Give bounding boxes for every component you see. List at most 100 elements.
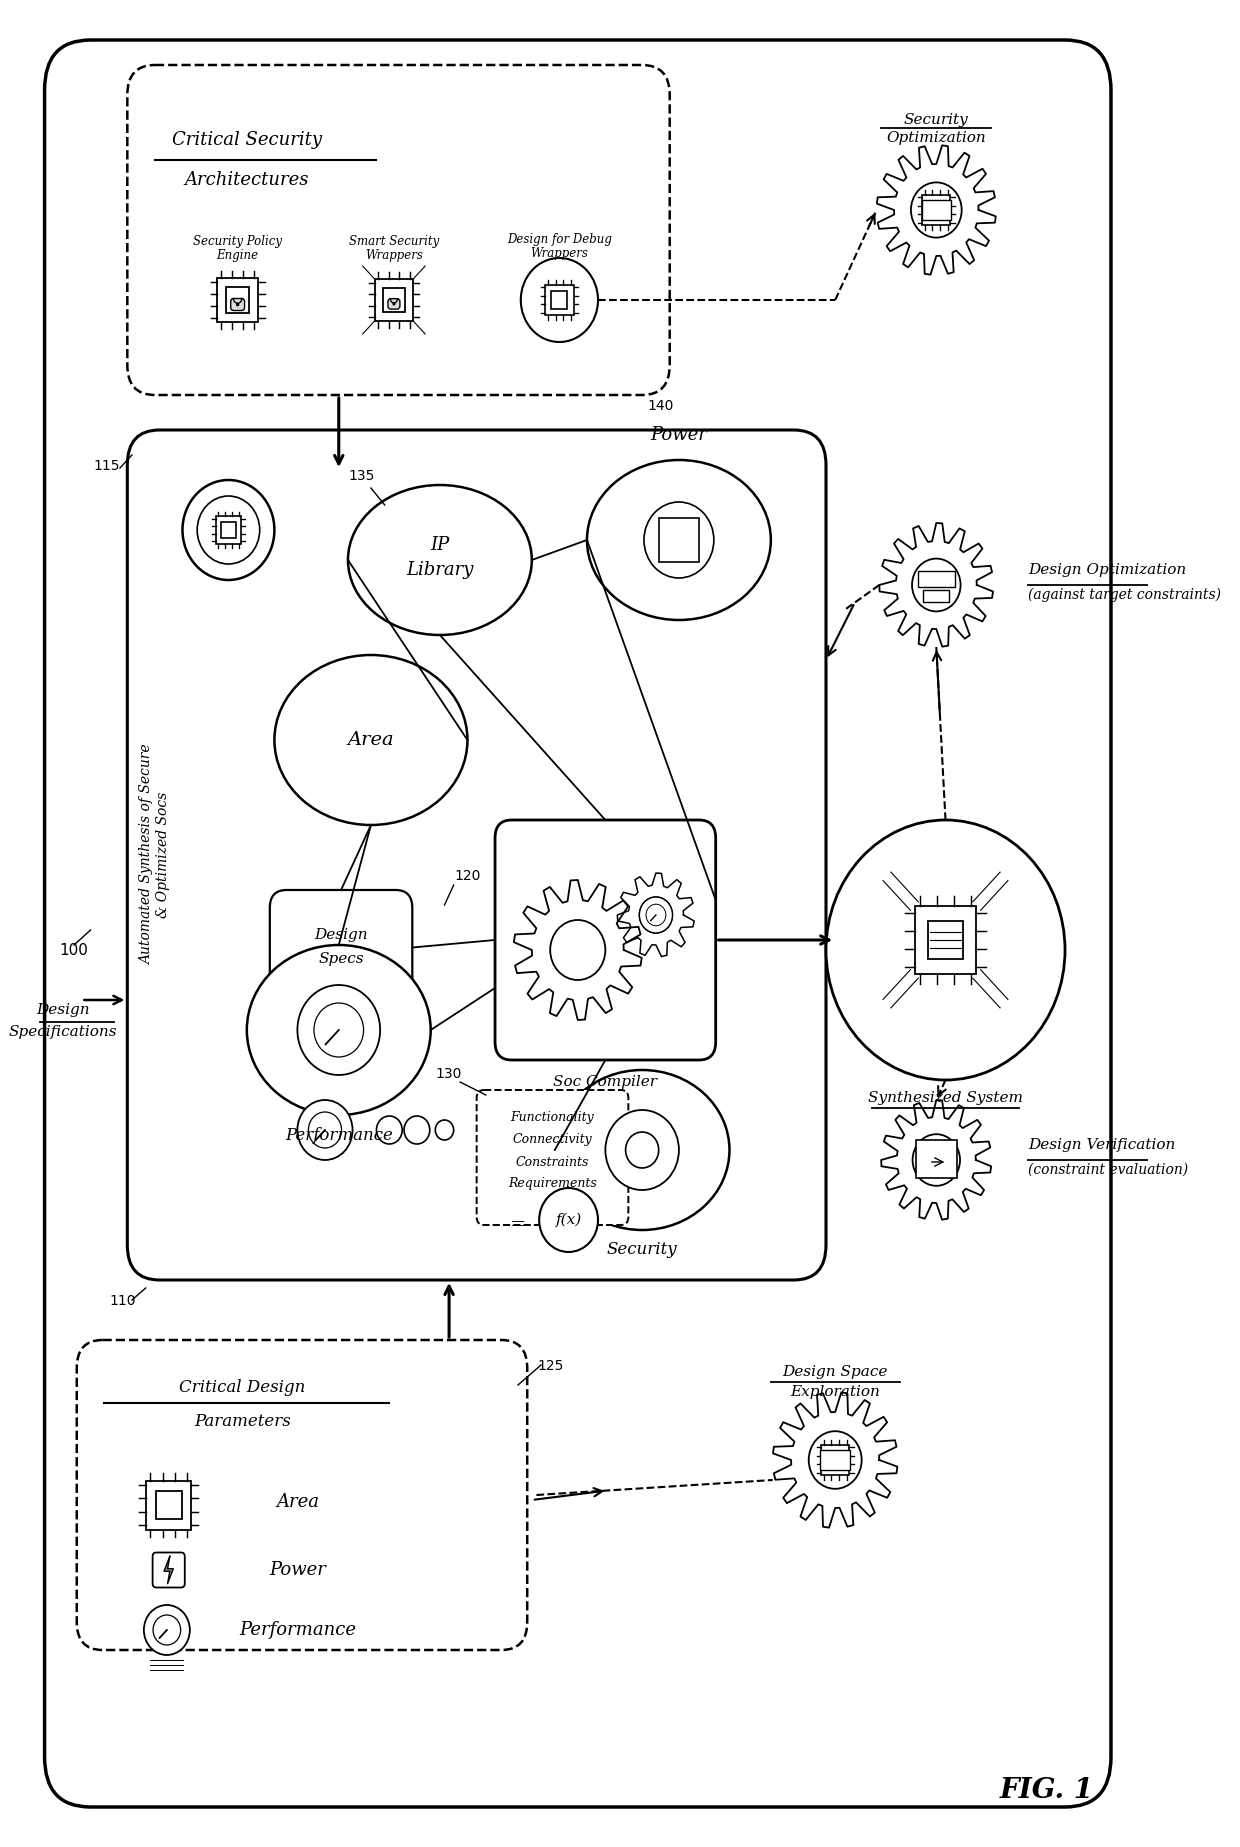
Text: 120: 120 [454, 868, 481, 883]
Polygon shape [513, 879, 642, 1020]
Text: Design: Design [314, 929, 368, 942]
Text: Synthesized System: Synthesized System [868, 1092, 1023, 1105]
Text: 110: 110 [109, 1295, 136, 1308]
FancyBboxPatch shape [146, 1481, 191, 1529]
FancyBboxPatch shape [231, 299, 244, 310]
Ellipse shape [587, 460, 771, 621]
Text: Library: Library [407, 561, 474, 578]
Circle shape [539, 1188, 598, 1252]
Circle shape [237, 303, 239, 307]
Circle shape [435, 1119, 454, 1140]
Circle shape [404, 1116, 430, 1143]
Text: Optimization: Optimization [887, 131, 986, 146]
Text: (against target constraints): (against target constraints) [1028, 587, 1221, 602]
FancyBboxPatch shape [77, 1341, 527, 1649]
FancyBboxPatch shape [156, 1491, 181, 1518]
FancyBboxPatch shape [153, 1553, 185, 1588]
Text: Design Optimization: Design Optimization [1028, 563, 1187, 576]
Text: Performance: Performance [239, 1622, 356, 1638]
FancyBboxPatch shape [921, 199, 951, 220]
Text: Architectures: Architectures [185, 172, 309, 188]
Circle shape [551, 920, 605, 981]
Text: Design Verification: Design Verification [1028, 1138, 1176, 1153]
Circle shape [626, 1132, 658, 1167]
FancyBboxPatch shape [128, 430, 826, 1280]
FancyBboxPatch shape [928, 922, 963, 959]
FancyBboxPatch shape [658, 517, 699, 561]
Text: f(x): f(x) [556, 1213, 582, 1226]
Text: 115: 115 [93, 460, 120, 473]
Text: Requirements: Requirements [508, 1178, 596, 1191]
Polygon shape [877, 146, 996, 275]
Text: Critical Design: Critical Design [179, 1380, 305, 1396]
FancyBboxPatch shape [216, 515, 242, 545]
Text: 125: 125 [537, 1359, 563, 1372]
Circle shape [911, 183, 962, 238]
Text: 135: 135 [348, 469, 374, 484]
Circle shape [314, 1003, 363, 1056]
FancyBboxPatch shape [821, 1444, 849, 1476]
Text: Functionality: Functionality [511, 1112, 594, 1125]
Polygon shape [618, 874, 694, 957]
FancyBboxPatch shape [915, 907, 976, 973]
FancyBboxPatch shape [552, 292, 568, 308]
FancyBboxPatch shape [827, 1452, 843, 1468]
Circle shape [646, 905, 666, 925]
FancyBboxPatch shape [226, 286, 249, 312]
Text: Exploration: Exploration [790, 1385, 880, 1398]
FancyBboxPatch shape [270, 890, 413, 1005]
Circle shape [605, 1110, 680, 1189]
Text: 130: 130 [436, 1068, 463, 1080]
Text: 140: 140 [647, 399, 673, 414]
Circle shape [808, 1431, 862, 1489]
Text: Critical Security: Critical Security [172, 131, 322, 150]
Polygon shape [164, 1557, 174, 1583]
Text: Soc Compiler: Soc Compiler [553, 1075, 657, 1090]
Text: (constraint evaluation): (constraint evaluation) [1028, 1164, 1188, 1177]
Text: Wrappers: Wrappers [531, 247, 588, 260]
FancyBboxPatch shape [924, 589, 949, 602]
Text: Security: Security [606, 1241, 677, 1258]
Circle shape [826, 820, 1065, 1080]
FancyBboxPatch shape [918, 571, 955, 587]
Text: Security: Security [904, 113, 968, 127]
FancyBboxPatch shape [495, 820, 715, 1060]
Circle shape [298, 984, 381, 1075]
Text: Connectivity: Connectivity [512, 1134, 593, 1147]
Text: Constraints: Constraints [516, 1156, 589, 1169]
FancyBboxPatch shape [476, 1090, 629, 1225]
Text: 100: 100 [60, 944, 88, 959]
Text: Smart Security: Smart Security [348, 236, 439, 249]
Circle shape [644, 502, 714, 578]
Text: Engine: Engine [217, 249, 259, 262]
Text: Power: Power [269, 1561, 326, 1579]
Polygon shape [773, 1393, 898, 1527]
Ellipse shape [247, 946, 430, 1116]
FancyBboxPatch shape [128, 65, 670, 395]
Text: Area: Area [275, 1492, 319, 1511]
Text: FIG. 1: FIG. 1 [999, 1777, 1094, 1803]
Circle shape [144, 1605, 190, 1655]
FancyBboxPatch shape [821, 1450, 849, 1470]
FancyBboxPatch shape [929, 201, 945, 218]
Text: Design: Design [36, 1003, 89, 1018]
FancyBboxPatch shape [383, 288, 405, 312]
FancyBboxPatch shape [217, 277, 258, 323]
FancyBboxPatch shape [374, 279, 413, 321]
Circle shape [521, 259, 598, 342]
Text: Wrappers: Wrappers [365, 249, 423, 262]
Polygon shape [882, 1101, 991, 1219]
Polygon shape [879, 523, 993, 646]
Circle shape [913, 1134, 960, 1186]
Text: Power: Power [651, 427, 707, 443]
Text: Performance: Performance [285, 1127, 393, 1143]
Circle shape [640, 898, 672, 933]
Text: Design Space: Design Space [782, 1365, 888, 1380]
Text: Design for Debug: Design for Debug [507, 233, 611, 246]
Ellipse shape [348, 486, 532, 635]
Circle shape [309, 1112, 341, 1149]
Circle shape [377, 1116, 402, 1143]
Circle shape [182, 480, 274, 580]
Text: Specifications: Specifications [9, 1025, 118, 1040]
FancyBboxPatch shape [221, 523, 236, 537]
